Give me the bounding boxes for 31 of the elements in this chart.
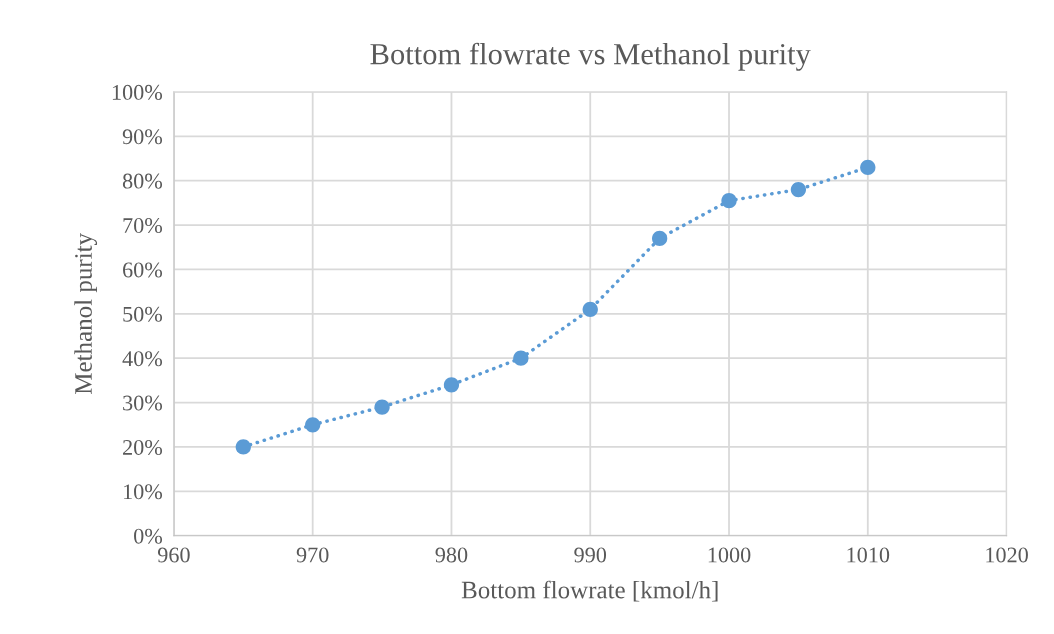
y-tick-label: 60% bbox=[123, 262, 163, 278]
y-tick-label: 100% bbox=[112, 84, 163, 100]
y-tick-label: 20% bbox=[123, 439, 163, 455]
point bbox=[305, 417, 321, 433]
y-tick-label: 90% bbox=[122, 129, 163, 145]
x-tick-label: 1010 bbox=[847, 547, 890, 563]
x-tick-label: 1020 bbox=[986, 547, 1028, 563]
point bbox=[860, 159, 876, 176]
point bbox=[582, 301, 598, 318]
y-axis-title: Methanol purity bbox=[74, 233, 98, 394]
x-tick-label: 990 bbox=[574, 547, 607, 563]
x-tick-label: 1000 bbox=[708, 547, 751, 563]
point bbox=[443, 377, 460, 393]
x-tick-label: 960 bbox=[157, 547, 190, 563]
y-tick-label: 0% bbox=[134, 528, 163, 544]
y-tick-label: 30% bbox=[123, 395, 163, 411]
point bbox=[790, 181, 807, 198]
y-tick-label: 80% bbox=[122, 173, 163, 189]
y-tick-label: 70% bbox=[123, 218, 163, 234]
point bbox=[721, 193, 737, 209]
point bbox=[651, 230, 668, 247]
point bbox=[374, 399, 390, 415]
x-tick-label: 970 bbox=[296, 547, 329, 563]
y-tick-label: 40% bbox=[122, 351, 163, 367]
point bbox=[235, 439, 251, 455]
y-tick-label: 50% bbox=[123, 306, 163, 322]
x-tick-label: 980 bbox=[435, 547, 468, 563]
y-tick-label: 10% bbox=[124, 484, 163, 500]
x-axis-title: Bottom flowrate [kmol/h] bbox=[461, 580, 718, 602]
chart-title: Bottom flowrate vs Methanol purity bbox=[370, 42, 811, 71]
point bbox=[513, 350, 529, 366]
